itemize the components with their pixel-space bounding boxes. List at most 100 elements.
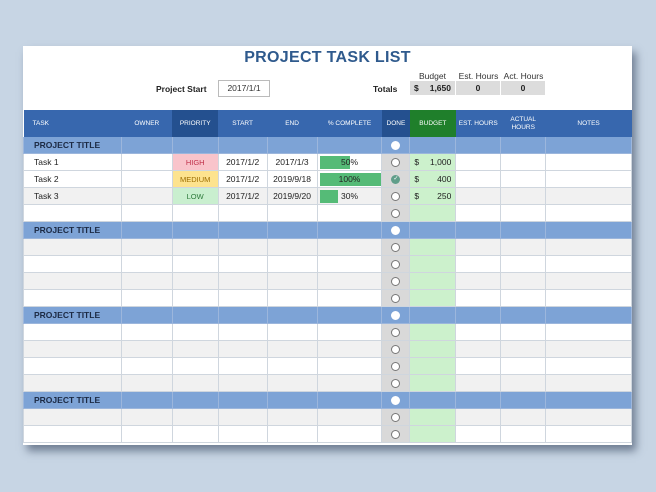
start-cell[interactable] — [217, 238, 268, 256]
start-cell[interactable] — [217, 204, 268, 222]
actual-hours-cell[interactable] — [500, 255, 547, 273]
budget-cell[interactable]: $400 — [409, 170, 457, 188]
notes-cell[interactable] — [545, 153, 632, 171]
end-cell[interactable]: 2017/1/3 — [266, 153, 318, 171]
task-cell[interactable] — [23, 408, 122, 426]
notes-cell[interactable] — [545, 204, 632, 222]
task-cell[interactable] — [23, 255, 122, 273]
col-notes[interactable]: NOTES — [545, 110, 632, 137]
task-cell[interactable]: Task 2 — [23, 170, 122, 188]
notes-cell[interactable] — [545, 170, 632, 188]
check-icon[interactable]: ✓ — [391, 175, 401, 185]
section-cell[interactable] — [545, 221, 632, 239]
section-cell[interactable] — [500, 306, 547, 324]
start-cell[interactable] — [217, 357, 268, 375]
priority-cell[interactable] — [171, 323, 219, 341]
section-cell[interactable] — [171, 306, 219, 324]
actual-hours-cell[interactable] — [500, 357, 547, 375]
radio-icon[interactable] — [391, 345, 401, 355]
pct-complete-cell[interactable] — [316, 289, 383, 307]
end-cell[interactable] — [266, 272, 318, 290]
est-hours-cell[interactable] — [455, 187, 502, 205]
done-cell[interactable] — [381, 340, 411, 358]
budget-cell[interactable] — [409, 255, 457, 273]
budget-cell[interactable] — [409, 289, 457, 307]
actual-hours-cell[interactable] — [500, 425, 547, 443]
pct-complete-cell[interactable] — [316, 357, 383, 375]
actual-hours-cell[interactable] — [500, 289, 547, 307]
owner-cell[interactable] — [120, 170, 173, 188]
notes-cell[interactable] — [545, 323, 632, 341]
done-cell[interactable] — [381, 187, 411, 205]
pct-complete-cell[interactable] — [316, 425, 383, 443]
col-est-hours[interactable]: EST. HOURS — [455, 110, 501, 137]
est-hours-cell[interactable] — [455, 170, 502, 188]
owner-cell[interactable] — [120, 153, 173, 171]
section-done-cell[interactable] — [381, 137, 411, 154]
section-cell[interactable] — [120, 306, 173, 324]
start-cell[interactable] — [217, 289, 268, 307]
section-cell[interactable] — [120, 221, 173, 239]
start-cell[interactable] — [217, 255, 268, 273]
end-cell[interactable] — [266, 357, 318, 375]
task-cell[interactable] — [23, 374, 122, 392]
done-cell[interactable] — [381, 255, 411, 273]
start-cell[interactable] — [217, 425, 268, 443]
section-cell[interactable] — [455, 137, 502, 154]
radio-icon[interactable] — [391, 396, 401, 406]
section-cell[interactable] — [171, 391, 219, 409]
section-cell[interactable] — [455, 306, 502, 324]
notes-cell[interactable] — [545, 238, 632, 256]
radio-icon[interactable] — [391, 209, 401, 219]
priority-cell[interactable]: MEDIUM — [171, 170, 219, 188]
task-cell[interactable] — [23, 204, 122, 222]
start-cell[interactable]: 2017/1/2 — [217, 153, 268, 171]
section-cell[interactable] — [455, 221, 502, 239]
pct-complete-cell[interactable] — [316, 238, 383, 256]
est-hours-cell[interactable] — [455, 323, 502, 341]
radio-icon[interactable] — [391, 413, 401, 423]
est-hours-cell[interactable] — [455, 153, 502, 171]
done-cell[interactable] — [381, 204, 411, 222]
section-cell[interactable] — [545, 137, 632, 154]
radio-icon[interactable] — [391, 294, 401, 304]
notes-cell[interactable] — [545, 374, 632, 392]
col-budget[interactable]: BUDGET — [409, 110, 456, 137]
section-cell[interactable] — [217, 137, 268, 154]
notes-cell[interactable] — [545, 340, 632, 358]
task-cell[interactable] — [23, 289, 122, 307]
col-end[interactable]: END — [267, 110, 318, 137]
priority-cell[interactable]: HIGH — [171, 153, 219, 171]
section-cell[interactable] — [316, 221, 383, 239]
done-cell[interactable] — [381, 408, 411, 426]
est-hours-cell[interactable] — [455, 340, 502, 358]
radio-icon[interactable] — [391, 277, 401, 287]
done-cell[interactable]: ✓ — [381, 170, 411, 188]
owner-cell[interactable] — [120, 255, 173, 273]
section-cell[interactable] — [316, 306, 383, 324]
section-cell[interactable] — [217, 221, 268, 239]
section-cell[interactable] — [545, 306, 632, 324]
owner-cell[interactable] — [120, 374, 173, 392]
pct-complete-cell[interactable] — [316, 323, 383, 341]
actual-hours-cell[interactable] — [500, 340, 547, 358]
pct-complete-cell[interactable]: 30% — [316, 187, 383, 205]
radio-icon[interactable] — [391, 379, 401, 389]
pct-complete-cell[interactable] — [316, 272, 383, 290]
start-cell[interactable]: 2017/1/2 — [217, 187, 268, 205]
col-task[interactable]: TASK — [23, 110, 122, 137]
end-cell[interactable] — [266, 374, 318, 392]
section-cell[interactable] — [266, 137, 318, 154]
start-cell[interactable] — [217, 408, 268, 426]
col-done[interactable]: DONE — [381, 110, 410, 137]
budget-cell[interactable]: $250 — [409, 187, 457, 205]
notes-cell[interactable] — [545, 425, 632, 443]
est-hours-cell[interactable] — [455, 357, 502, 375]
section-cell[interactable] — [120, 137, 173, 154]
col-priority[interactable]: PRIORITY — [172, 110, 219, 137]
done-cell[interactable] — [381, 289, 411, 307]
est-hours-cell[interactable] — [455, 374, 502, 392]
budget-cell[interactable] — [409, 425, 457, 443]
notes-cell[interactable] — [545, 272, 632, 290]
radio-icon[interactable] — [391, 158, 401, 168]
